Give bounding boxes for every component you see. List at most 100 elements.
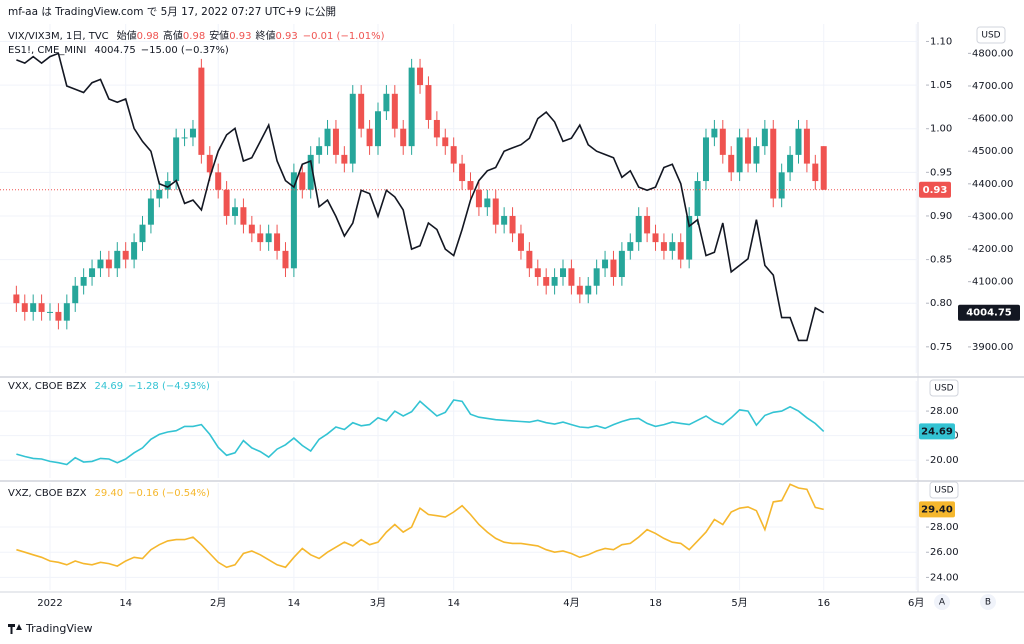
y-tick-label: 0.75 <box>930 342 952 353</box>
candle-body <box>576 285 583 295</box>
x-tick-label: 5月 <box>731 597 747 609</box>
candle-body <box>627 242 634 251</box>
y-tick-label: 4700.00 <box>972 81 1013 92</box>
candle-body <box>602 259 609 269</box>
y-tick-label: 28.00 <box>930 522 959 533</box>
candle-body <box>63 303 70 321</box>
log-button[interactable] <box>980 594 996 610</box>
candle-body <box>669 242 676 251</box>
price-tag <box>958 304 1020 321</box>
x-tick-label: 18 <box>649 598 662 609</box>
candle-body <box>425 85 432 120</box>
candle-body <box>38 303 45 312</box>
candle-body <box>265 233 272 243</box>
publish-header: mf-aa は TradingView.com で 5月 17, 2022 07… <box>8 6 336 18</box>
candle-body <box>560 268 567 278</box>
line-series <box>16 399 825 466</box>
candle-body <box>593 268 600 286</box>
candle-body <box>147 198 154 225</box>
candle-body <box>358 93 365 129</box>
unit-label: USD <box>934 384 953 394</box>
candle-body <box>189 128 196 138</box>
x-tick-label: 2月 <box>210 597 226 609</box>
candle-body <box>215 172 222 190</box>
candle-body <box>114 250 121 269</box>
ohlc-label: 始値 <box>117 29 137 42</box>
ohlc-label: 安値 <box>209 29 229 42</box>
candle-body <box>711 128 718 138</box>
series-name: ES1!, CME_MINI <box>8 45 86 56</box>
change-value: −15.00 (−0.37%) <box>141 45 229 56</box>
candle-body <box>719 128 726 155</box>
ohlc-label: 高値 <box>163 29 183 42</box>
candle-body <box>72 285 79 304</box>
y-tick-label: 4200.00 <box>972 244 1013 255</box>
y-tick-label: 24.00 <box>930 572 959 583</box>
candle-body <box>349 93 356 164</box>
x-tick-label: 14 <box>119 598 132 609</box>
candle-body <box>753 146 760 164</box>
candle-body <box>391 93 398 129</box>
x-tick-label: 14 <box>288 598 301 609</box>
candle-body <box>324 128 331 147</box>
candle-body <box>206 154 213 173</box>
candle-body <box>408 67 415 147</box>
candle-body <box>736 137 743 173</box>
series-title: VIX/VIX3M, 1日, TVC <box>8 31 109 42</box>
pane-legend: VXX, CBOE BZX 24.69 −1.28 (−4.93%) <box>8 381 210 392</box>
y-tick-label: 4500.00 <box>972 146 1013 157</box>
auto-button-label[interactable]: A <box>939 598 946 608</box>
candle-body <box>728 154 735 173</box>
candle-body <box>55 311 62 321</box>
candle-body <box>761 128 768 147</box>
candle-body <box>290 172 297 269</box>
y-tick-label: 4600.00 <box>972 114 1013 125</box>
candle-body <box>257 233 264 243</box>
candle-body <box>240 207 247 225</box>
x-tick-label: 3月 <box>370 597 386 609</box>
candle-body <box>223 189 230 216</box>
unit-box <box>929 379 959 397</box>
y-tick-label: 4300.00 <box>972 211 1013 222</box>
candle-body <box>181 137 188 139</box>
y-tick-label: 1.10 <box>930 36 952 47</box>
candle-body <box>812 163 819 182</box>
candle-body <box>316 146 323 155</box>
pane-legend: ES1!, CME_MINI 4004.75 −15.00 (−0.37%) <box>8 45 229 56</box>
price-tag <box>919 501 955 518</box>
ohlc-label: 終値 <box>255 29 275 42</box>
candle-body <box>585 285 592 295</box>
y-tick-label: 20.00 <box>930 455 959 466</box>
candle-body <box>47 311 53 313</box>
last-value: 4004.75 <box>94 45 135 56</box>
candle-body <box>803 128 810 164</box>
candle-body <box>282 250 289 269</box>
candle-body <box>131 242 138 260</box>
y-tick-label: 0.80 <box>930 298 952 309</box>
candle-body <box>417 67 424 86</box>
line-series <box>16 483 824 569</box>
candle-body <box>635 215 642 243</box>
candle-body <box>13 294 20 304</box>
candle-body <box>299 172 306 190</box>
y-tick-label: 26.00 <box>930 547 959 558</box>
y-tick-label: 0.95 <box>930 167 952 178</box>
candle-body <box>248 224 255 234</box>
candle-body <box>307 154 314 190</box>
candle-body <box>30 303 37 312</box>
candle-body <box>543 277 550 286</box>
candle-body <box>475 189 482 208</box>
candle-body <box>787 154 794 173</box>
price-tag-label: 0.93 <box>923 185 948 196</box>
candle-body <box>644 215 651 234</box>
x-tick-label: 4月 <box>563 597 579 609</box>
candle-body <box>80 277 87 286</box>
candle-body <box>21 303 28 312</box>
y-tick-label: 3900.00 <box>972 342 1013 353</box>
candle-body <box>820 146 827 190</box>
auto-button[interactable] <box>934 594 950 610</box>
change-value: −1.28 (−4.93%) <box>128 381 210 392</box>
candle-body <box>770 128 777 199</box>
log-button-label[interactable]: B <box>985 598 991 608</box>
